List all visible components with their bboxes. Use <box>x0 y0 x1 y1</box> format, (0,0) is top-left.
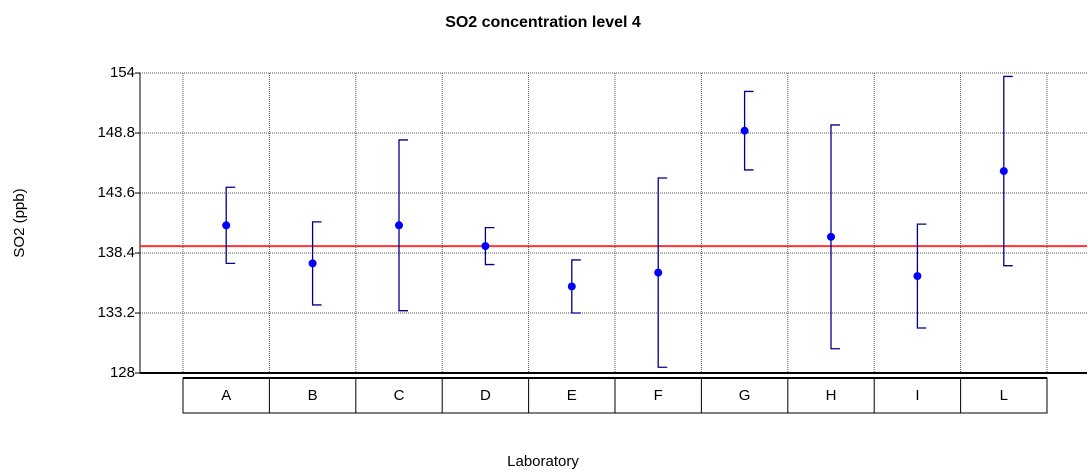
x-tick-label: L <box>1000 387 1008 404</box>
data-point <box>999 167 1008 176</box>
data-point <box>481 242 490 251</box>
x-tick-label: D <box>480 387 491 404</box>
x-tick-label: F <box>654 387 663 404</box>
x-tick-label: C <box>394 387 405 404</box>
y-tick-label: 128 <box>110 364 135 381</box>
data-point <box>654 268 663 277</box>
chart-title: SO2 concentration level 4 <box>445 14 641 31</box>
x-axis-label: Laboratory <box>507 453 579 470</box>
x-tick-label: E <box>567 387 577 404</box>
y-tick-label: 143.6 <box>97 184 135 201</box>
x-tick-label: H <box>826 387 837 404</box>
x-tick-label: G <box>739 387 751 404</box>
data-point <box>395 221 403 230</box>
y-tick-label: 154 <box>110 64 135 81</box>
data-point <box>567 282 576 291</box>
y-axis-label: SO2 (ppb) <box>11 188 28 257</box>
y-tick-label: 148.8 <box>97 124 135 141</box>
data-point <box>913 272 922 281</box>
x-tick-label: I <box>915 387 919 404</box>
data-point <box>827 232 835 241</box>
y-tick-label: 133.2 <box>97 304 135 321</box>
data-point <box>222 221 231 230</box>
data-point <box>740 126 749 135</box>
y-tick-label: 138.4 <box>97 244 135 261</box>
x-tick-label: B <box>308 387 318 404</box>
x-tick-label: A <box>221 387 231 404</box>
data-point <box>308 259 317 268</box>
